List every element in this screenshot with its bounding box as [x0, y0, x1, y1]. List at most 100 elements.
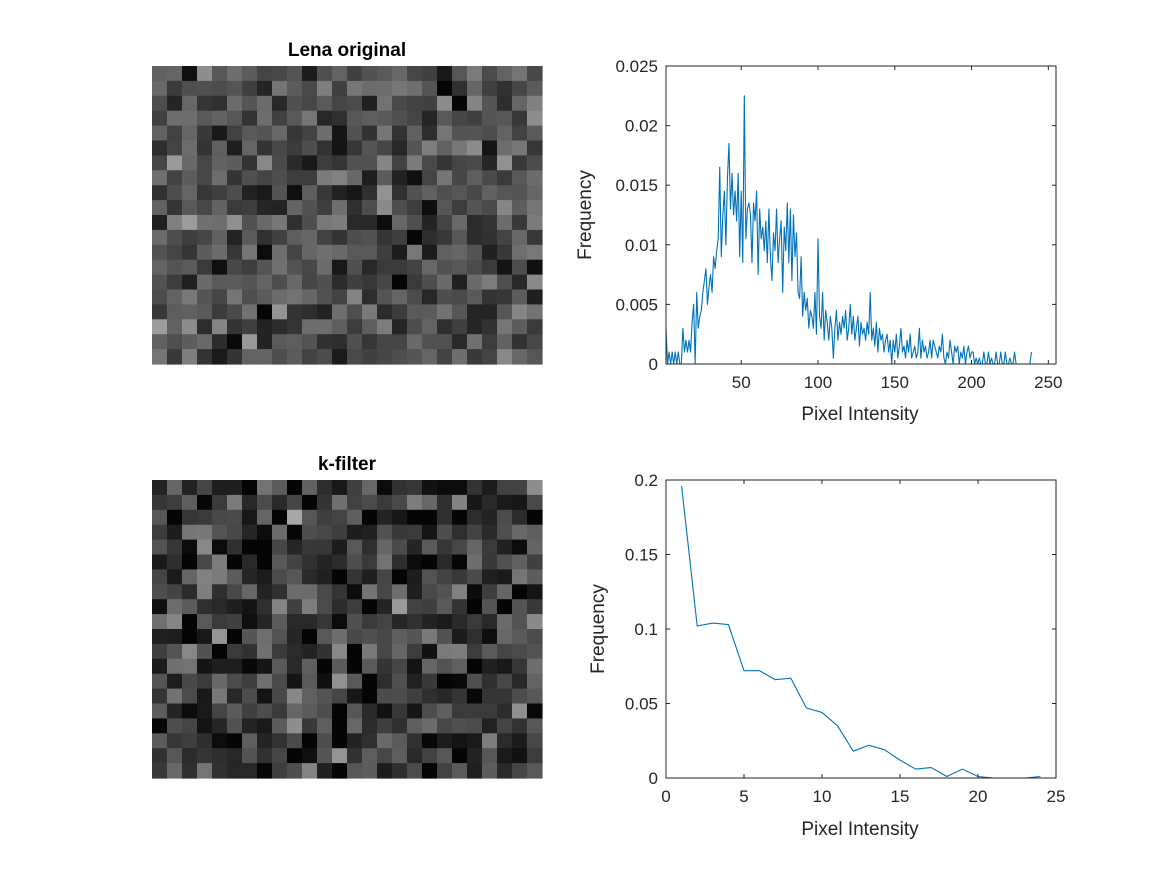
pixel-cell: [377, 539, 393, 556]
pixel-cell: [347, 200, 363, 216]
pixel-cell: [347, 718, 363, 734]
pixel-cell: [512, 244, 528, 261]
pixel-cell: [407, 319, 423, 335]
pixel-cell: [287, 539, 303, 556]
pixel-cell: [152, 215, 168, 231]
pixel-cell: [257, 140, 273, 156]
pixel-cell: [317, 584, 333, 600]
pixel-cell: [317, 658, 333, 675]
pixel-cell: [467, 524, 483, 541]
pixel-cell: [287, 125, 303, 142]
pixel-cell: [212, 66, 228, 82]
pixel-cell: [242, 688, 258, 705]
pixel-cell: [182, 110, 198, 127]
pixel-cell: [467, 319, 483, 335]
pixel-cell: [257, 629, 273, 645]
pixel-cell: [437, 66, 453, 82]
pixel-cell: [272, 569, 288, 585]
pixel-cell: [317, 80, 333, 97]
pixel-cell: [242, 155, 258, 171]
pixel-cell: [422, 334, 438, 350]
pixel-cell: [452, 289, 468, 305]
pixel-cell: [377, 110, 393, 127]
pixel-cell: [272, 334, 288, 350]
pixel-cell: [332, 480, 348, 496]
pixel-cell: [392, 643, 408, 660]
pixel-cell: [482, 763, 498, 779]
pixel-cell: [167, 334, 183, 350]
pixel-cell: [302, 673, 318, 690]
pixel-cell: [467, 539, 483, 556]
pixel-cell: [332, 539, 348, 556]
pixel-cell: [527, 289, 543, 305]
pixel-cell: [212, 494, 228, 511]
pixel-cell: [272, 66, 288, 82]
pixel-cell: [272, 658, 288, 675]
pixel-cell: [257, 185, 273, 201]
x-tick-label: 20: [969, 787, 988, 806]
pixel-cell: [182, 259, 198, 276]
y-tick-label: 0.025: [615, 57, 658, 76]
pixel-cell: [407, 140, 423, 156]
pixel-cell: [197, 763, 213, 779]
pixel-cell: [317, 140, 333, 156]
pixel-cell: [212, 244, 228, 261]
pixel-cell: [467, 643, 483, 660]
pixel-cell: [482, 629, 498, 645]
pixel-cell: [257, 244, 273, 261]
pixel-cell: [227, 494, 243, 511]
pixel-cell: [347, 539, 363, 556]
pixel-cell: [377, 125, 393, 142]
pixel-cell: [167, 673, 183, 690]
pixel-cell: [212, 614, 228, 630]
pixel-cell: [152, 539, 168, 556]
pixel-cell: [242, 95, 258, 112]
pixel-cell: [377, 569, 393, 585]
pixel-cell: [242, 733, 258, 749]
pixel-cell: [152, 688, 168, 705]
pixel-cell: [512, 688, 528, 705]
pixel-cell: [407, 688, 423, 705]
pixel-cell: [467, 244, 483, 261]
pixel-cell: [257, 334, 273, 350]
pixel-cell: [527, 215, 543, 231]
pixel-cell: [182, 599, 198, 615]
pixel-cell: [197, 688, 213, 705]
pixel-cell: [452, 539, 468, 556]
pixel-cell: [407, 349, 423, 365]
pixel-cell: [317, 509, 333, 526]
pixel-cell: [272, 244, 288, 261]
pixel-cell: [257, 688, 273, 705]
pixel-cell: [152, 80, 168, 97]
pixel-cell: [347, 748, 363, 764]
pixel-cell: [212, 155, 228, 171]
pixel-cell: [182, 185, 198, 201]
pixel-cell: [287, 349, 303, 365]
pixel-cell: [197, 304, 213, 320]
pixel-cell: [332, 614, 348, 630]
pixel-cell: [197, 643, 213, 660]
pixel-cell: [197, 349, 213, 365]
pixel-cell: [257, 733, 273, 749]
pixel-cell: [152, 569, 168, 585]
pixel-cell: [332, 259, 348, 276]
pixel-cell: [272, 599, 288, 615]
pixel-cell: [437, 569, 453, 585]
pixel-cell: [422, 509, 438, 526]
pixel-cell: [257, 703, 273, 719]
pixel-cell: [167, 509, 183, 526]
pixel-cell: [302, 629, 318, 645]
pixel-cell: [407, 80, 423, 97]
pixel-cell: [527, 80, 543, 97]
x-tick-label: 50: [732, 373, 751, 392]
pixel-cell: [212, 629, 228, 645]
pixel-cell: [257, 763, 273, 779]
pixel-cell: [212, 539, 228, 556]
pixel-cell: [437, 733, 453, 749]
pixel-cell: [302, 185, 318, 201]
pixel-cell: [362, 155, 378, 171]
pixel-cell: [512, 349, 528, 365]
pixel-cell: [512, 304, 528, 320]
pixel-cell: [302, 229, 318, 246]
pixel-cell: [527, 110, 543, 127]
